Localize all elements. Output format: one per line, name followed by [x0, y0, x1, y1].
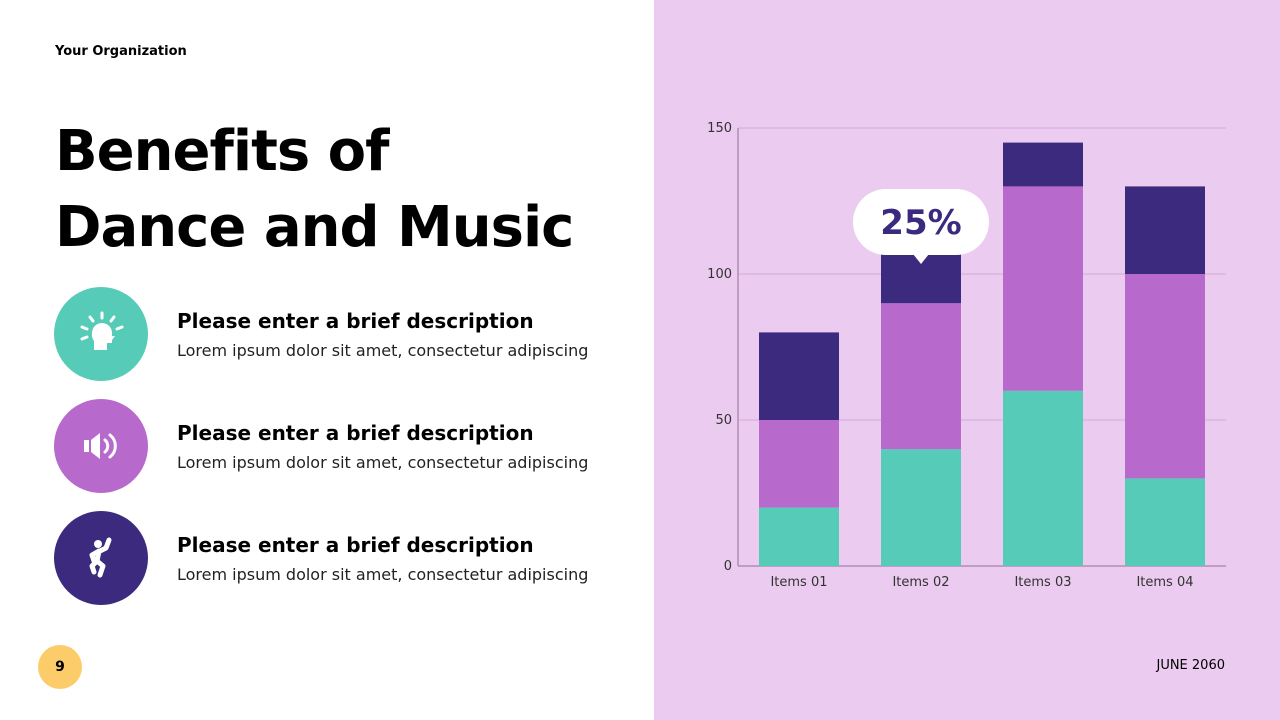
speaker-icon: [54, 399, 148, 493]
page-title: Benefits of Dance and Music: [55, 114, 574, 266]
y-tick-label: 0: [724, 559, 732, 574]
title-line-2: Dance and Music: [55, 195, 574, 260]
bar-segment-3: [1125, 186, 1205, 274]
y-tick-label: 150: [707, 121, 732, 136]
dancer-icon: [54, 511, 148, 605]
x-tick-label: Items 04: [1136, 575, 1193, 590]
left-panel: Your Organization Benefits of Dance and …: [38, 44, 614, 689]
item-heading: Please enter a brief description: [177, 533, 534, 557]
y-tick-label: 50: [715, 413, 732, 428]
item-body: Lorem ipsum dolor sit amet, consectetur …: [177, 453, 589, 472]
bar-segment-2: [759, 420, 839, 508]
x-tick-label: Items 03: [1014, 575, 1071, 590]
organization-name: Your Organization: [55, 44, 187, 59]
bar-segment-3: [1003, 142, 1083, 187]
bar-segment-2: [881, 303, 961, 450]
list-item: Please enter a brief description Lorem i…: [54, 287, 614, 381]
bar-segment-1: [759, 507, 839, 566]
list-item: Please enter a brief description Lorem i…: [54, 511, 614, 605]
item-body: Lorem ipsum dolor sit amet, consectetur …: [177, 341, 589, 360]
x-tick-label: Items 02: [892, 575, 949, 590]
item-body: Lorem ipsum dolor sit amet, consectetur …: [177, 565, 589, 584]
page-number: 9: [38, 645, 82, 689]
list-item: Please enter a brief description Lorem i…: [54, 399, 614, 493]
annotation-bubble: [853, 189, 989, 255]
date-label: JUNE 2060: [1156, 658, 1225, 673]
x-tick-label: Items 01: [770, 575, 827, 590]
title-line-1: Benefits of: [55, 119, 390, 184]
item-heading: Please enter a brief description: [177, 309, 534, 333]
annotation-label: 25%: [880, 203, 961, 243]
annotation-pointer: [913, 254, 929, 264]
bar-segment-1: [881, 449, 961, 566]
head-lightbulb-icon: [54, 287, 148, 381]
y-tick-label: 100: [707, 267, 732, 282]
bar-segment-3: [759, 332, 839, 420]
bar-segment-2: [1003, 186, 1083, 391]
bar-segment-2: [1125, 274, 1205, 479]
item-heading: Please enter a brief description: [177, 421, 534, 445]
bar-segment-1: [1003, 390, 1083, 566]
bar-segment-1: [1125, 478, 1205, 566]
